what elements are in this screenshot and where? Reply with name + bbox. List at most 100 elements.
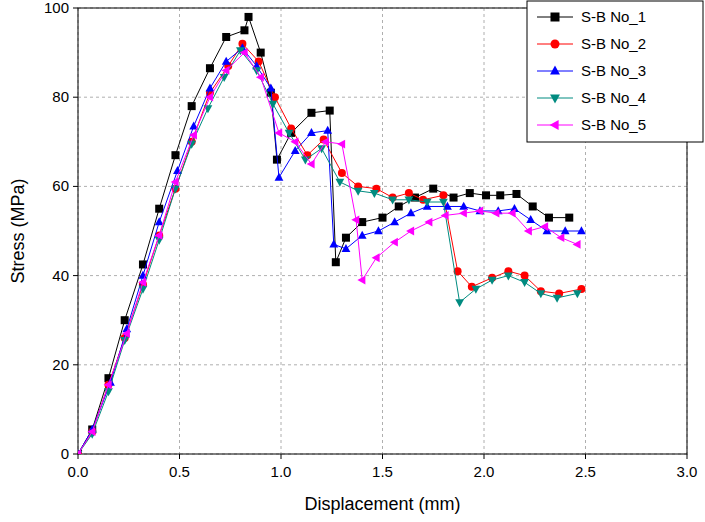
- legend-marker: [551, 40, 560, 49]
- y-tick: [73, 8, 78, 9]
- data-point: [206, 83, 215, 91]
- y-tick-label: 40: [52, 267, 69, 284]
- series-line: [78, 50, 577, 454]
- data-point: [529, 202, 537, 210]
- grid: [78, 8, 687, 454]
- data-point: [171, 178, 179, 187]
- x-tick-label: 2.5: [575, 463, 596, 480]
- data-point: [512, 190, 520, 198]
- data-point: [245, 13, 253, 21]
- data-point: [423, 199, 432, 207]
- data-point: [222, 33, 230, 41]
- data-point: [240, 26, 248, 34]
- series-line: [78, 53, 577, 454]
- data-point: [573, 290, 582, 298]
- data-point: [290, 137, 298, 146]
- y-tick: [73, 97, 78, 98]
- data-area: [78, 13, 586, 454]
- data-point: [240, 48, 248, 57]
- y-tick: [73, 364, 78, 365]
- series-line: [78, 44, 581, 454]
- background: [0, 0, 705, 522]
- x-tick-label: 1.0: [271, 463, 292, 480]
- data-point: [275, 173, 284, 181]
- x-tick: [484, 454, 485, 459]
- data-point: [354, 188, 363, 196]
- legend-label: S-B No_5: [581, 116, 646, 133]
- data-point: [565, 214, 573, 222]
- series: [78, 48, 581, 454]
- legend: S-B No_1S-B No_2S-B No_3S-B No_4S-B No_5: [527, 1, 703, 142]
- data-point: [388, 197, 397, 205]
- data-point: [459, 209, 467, 218]
- series-line: [78, 17, 569, 454]
- data-point: [342, 244, 351, 252]
- data-point: [78, 450, 82, 454]
- data-point: [404, 197, 413, 205]
- x-tick: [585, 454, 586, 459]
- data-point: [266, 83, 275, 91]
- data-point: [257, 49, 265, 57]
- page: {"chart_data": {"type": "line", "x_label…: [0, 0, 705, 522]
- data-point: [491, 209, 499, 218]
- data-point: [424, 218, 432, 227]
- series: [78, 43, 586, 454]
- y-tick-label: 20: [52, 356, 69, 373]
- x-tick: [687, 454, 688, 459]
- x-grid-line: [281, 8, 282, 454]
- data-point: [104, 380, 112, 389]
- data-point: [307, 109, 315, 117]
- data-point: [342, 234, 350, 242]
- data-point: [138, 278, 146, 287]
- data-point: [189, 131, 197, 140]
- data-point: [205, 93, 213, 102]
- data-point: [274, 128, 282, 137]
- x-tick: [281, 454, 282, 459]
- x-grid-line: [484, 8, 485, 454]
- data-point: [256, 73, 264, 82]
- data-point: [374, 226, 383, 234]
- x-tick-label: 2.0: [474, 463, 495, 480]
- data-point: [370, 190, 379, 198]
- y-grid-line: [78, 364, 687, 365]
- legend-item: S-B No_1: [537, 8, 646, 25]
- data-point: [466, 189, 474, 197]
- data-point: [561, 226, 570, 234]
- data-point: [526, 215, 535, 223]
- data-point: [439, 199, 448, 207]
- data-point: [488, 277, 497, 285]
- data-point: [545, 214, 553, 222]
- x-tick: [382, 454, 383, 459]
- data-point: [321, 137, 329, 146]
- data-point: [326, 107, 334, 115]
- data-point: [171, 151, 179, 159]
- data-point: [441, 211, 449, 220]
- data-point: [307, 160, 315, 169]
- x-grid-line: [382, 8, 383, 454]
- data-point: [455, 299, 464, 307]
- data-point: [459, 202, 468, 210]
- y-tick-label: 60: [52, 177, 69, 194]
- data-point: [323, 126, 332, 134]
- data-point: [155, 205, 163, 213]
- legend-label: S-B No_3: [581, 62, 646, 79]
- data-point: [188, 102, 196, 110]
- y-tick: [73, 275, 78, 276]
- data-point: [439, 191, 447, 199]
- data-point: [450, 194, 458, 202]
- legend-label: S-B No_2: [581, 35, 646, 52]
- data-point: [577, 226, 586, 234]
- data-point: [87, 427, 95, 436]
- plot-frame: [78, 8, 687, 454]
- data-point: [357, 276, 365, 285]
- data-point: [358, 218, 366, 226]
- data-point: [351, 215, 359, 224]
- data-point: [521, 272, 529, 280]
- legend-item: S-B No_2: [537, 35, 646, 52]
- x-tick: [179, 454, 180, 459]
- y-tick-label: 0: [61, 445, 69, 462]
- y-tick: [73, 186, 78, 187]
- data-point: [475, 207, 483, 216]
- legend-item: S-B No_5: [537, 116, 646, 133]
- y-grid-line: [78, 275, 687, 276]
